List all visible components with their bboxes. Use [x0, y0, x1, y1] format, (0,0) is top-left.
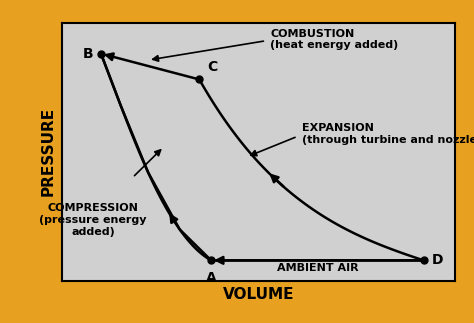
Text: B: B [82, 47, 93, 61]
Text: COMBUSTION
(heat energy added): COMBUSTION (heat energy added) [270, 29, 398, 50]
Y-axis label: PRESSURE: PRESSURE [41, 107, 56, 196]
Text: EXPANSION
(through turbine and nozzle): EXPANSION (through turbine and nozzle) [301, 123, 474, 144]
Text: C: C [207, 60, 218, 74]
X-axis label: VOLUME: VOLUME [223, 287, 294, 302]
Text: AMBIENT AIR: AMBIENT AIR [276, 263, 358, 273]
Text: A: A [206, 271, 217, 285]
Text: D: D [431, 253, 443, 267]
Text: COMPRESSION
(pressure energy
added): COMPRESSION (pressure energy added) [39, 203, 147, 237]
